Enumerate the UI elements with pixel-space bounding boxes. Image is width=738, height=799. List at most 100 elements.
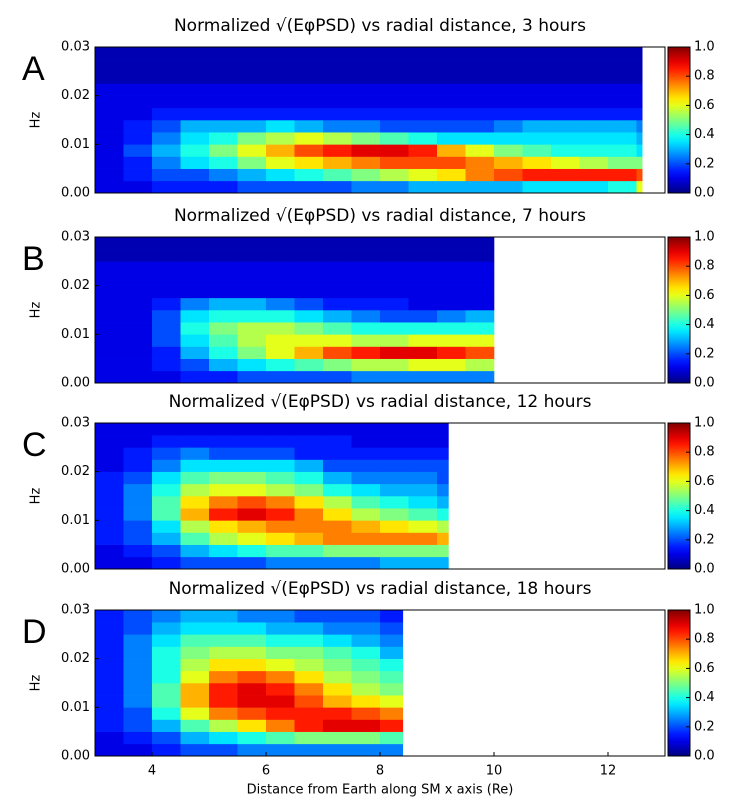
heat-cell — [152, 423, 181, 436]
heat-cell — [465, 249, 495, 262]
heat-cell — [437, 483, 449, 497]
heat-cell — [266, 168, 295, 182]
heat-cell — [494, 156, 523, 169]
heat-cell — [351, 47, 381, 60]
heat-cell — [323, 273, 352, 286]
heat-cell — [380, 447, 409, 460]
heat-cell — [152, 346, 181, 359]
x-tick-label: 8 — [376, 764, 384, 779]
plot-frame — [94, 422, 666, 570]
heat-cell — [95, 120, 124, 133]
heat-cell — [522, 59, 552, 72]
heat-cell — [209, 731, 238, 745]
colorbar-tick-label: 0.6 — [694, 98, 715, 113]
heat-cell — [465, 310, 495, 323]
heat-cell — [351, 107, 381, 121]
x-tick-label: 4 — [148, 764, 156, 779]
heat-cell — [294, 180, 324, 194]
heat-cell — [294, 273, 324, 286]
heat-cell — [180, 435, 210, 448]
heat-cell — [380, 83, 409, 96]
heat-cell — [608, 47, 637, 60]
heat-cell — [608, 95, 637, 109]
heat-cell — [180, 670, 210, 684]
heat-cell — [237, 297, 267, 311]
heat-cell — [294, 346, 324, 359]
heat-cell — [237, 156, 267, 169]
heat-cell — [294, 634, 324, 647]
heat-cell — [323, 261, 352, 274]
heat-cell — [323, 47, 352, 60]
heat-cell — [351, 646, 381, 659]
heat-cell — [380, 322, 409, 335]
heat-cell — [351, 508, 381, 521]
heat-cell — [266, 532, 295, 545]
heat-cell — [95, 168, 124, 182]
heat-cell — [266, 120, 295, 133]
heat-cell — [408, 107, 438, 121]
heat-cell — [266, 285, 295, 299]
heat-cell — [551, 107, 580, 121]
heat-cell — [95, 695, 124, 708]
colorbar — [667, 609, 691, 757]
heat-cell — [266, 95, 295, 109]
plot-frame — [94, 236, 666, 384]
heat-cell — [551, 132, 580, 145]
heat-cell — [380, 47, 409, 60]
heat-cell — [351, 556, 381, 570]
heat-cell — [579, 95, 609, 109]
heat-cell — [180, 508, 210, 521]
heat-cell — [465, 59, 495, 72]
heat-cell — [323, 132, 352, 145]
heat-cell — [437, 249, 466, 262]
heat-cell — [636, 120, 643, 133]
y-tick-label: 0.02 — [61, 651, 90, 666]
heat-cell — [209, 544, 238, 558]
heat-cell — [294, 249, 324, 262]
heat-cell — [522, 132, 552, 145]
heat-cell — [209, 520, 238, 533]
heat-cell — [209, 556, 238, 570]
heat-cell — [351, 273, 381, 286]
heat-cell — [95, 156, 124, 169]
heat-cell — [494, 144, 523, 157]
heat-cell — [123, 273, 153, 286]
heat-cell — [579, 180, 609, 194]
heat-cell — [437, 435, 449, 448]
heat-cell — [351, 144, 381, 157]
heat-cell — [237, 249, 267, 262]
heat-cell — [266, 132, 295, 145]
heat-cell — [437, 95, 466, 109]
heat-cell — [266, 556, 295, 570]
heat-cell — [152, 707, 181, 720]
heat-cell — [465, 120, 495, 133]
heat-cell — [437, 556, 449, 570]
heat-cell — [437, 144, 466, 157]
heat-cell — [123, 707, 153, 720]
heat-cell — [380, 435, 409, 448]
heat-cell — [152, 156, 181, 169]
heat-cell — [180, 285, 210, 299]
heat-cell — [351, 670, 381, 684]
y-tick-label: 0.03 — [61, 603, 90, 618]
heat-cell — [180, 743, 210, 757]
heat-cell — [437, 285, 466, 299]
heat-cell — [266, 731, 295, 745]
heat-cell — [209, 310, 238, 323]
heat-cell — [266, 144, 295, 157]
heat-cell — [294, 743, 324, 757]
heat-cell — [494, 59, 523, 72]
heat-cell — [209, 322, 238, 335]
heat-cell — [380, 370, 409, 384]
heat-cell — [95, 322, 124, 335]
heat-cell — [209, 107, 238, 121]
heat-cell — [180, 249, 210, 262]
heat-cell — [237, 120, 267, 133]
heat-cell — [380, 508, 409, 521]
heat-cell — [351, 683, 381, 696]
heat-cell — [95, 310, 124, 323]
y-tick-label: 0.01 — [61, 700, 90, 715]
heat-cell — [266, 334, 295, 347]
heat-cell — [294, 334, 324, 347]
heat-cell — [437, 459, 449, 472]
